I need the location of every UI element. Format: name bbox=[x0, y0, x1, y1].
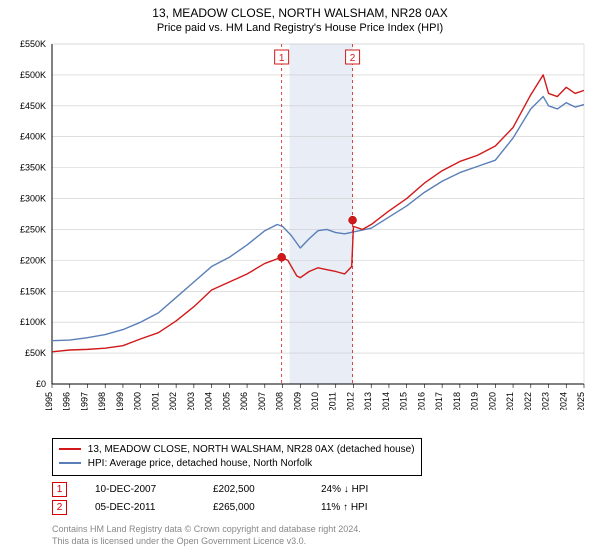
legend-label: HPI: Average price, detached house, Nort… bbox=[88, 458, 312, 469]
footer-line: This data is licensed under the Open Gov… bbox=[52, 536, 361, 548]
svg-text:£300K: £300K bbox=[20, 194, 46, 204]
svg-text:£350K: £350K bbox=[20, 163, 46, 173]
sale-delta: 24% ↓ HPI bbox=[321, 484, 368, 495]
title-address: 13, MEADOW CLOSE, NORTH WALSHAM, NR28 0A… bbox=[0, 6, 600, 20]
sale-marker-icon: 1 bbox=[52, 482, 67, 497]
svg-text:2023: 2023 bbox=[541, 392, 551, 410]
svg-text:1: 1 bbox=[279, 53, 285, 64]
svg-text:2024: 2024 bbox=[558, 392, 568, 410]
sales-table: 1 10-DEC-2007 £202,500 24% ↓ HPI 2 05-DE… bbox=[52, 480, 396, 516]
svg-text:£450K: £450K bbox=[20, 101, 46, 111]
svg-text:2012: 2012 bbox=[345, 392, 355, 410]
legend-swatch-icon bbox=[59, 448, 81, 450]
table-row: 1 10-DEC-2007 £202,500 24% ↓ HPI bbox=[52, 480, 396, 498]
sale-price: £202,500 bbox=[213, 484, 293, 495]
svg-text:£550K: £550K bbox=[20, 40, 46, 49]
legend-swatch-icon bbox=[59, 462, 81, 464]
svg-text:2022: 2022 bbox=[523, 392, 533, 410]
svg-text:2001: 2001 bbox=[150, 392, 160, 410]
svg-text:2017: 2017 bbox=[434, 392, 444, 410]
svg-text:2021: 2021 bbox=[505, 392, 515, 410]
svg-text:2011: 2011 bbox=[328, 392, 338, 410]
svg-text:2002: 2002 bbox=[168, 392, 178, 410]
sale-delta: 11% ↑ HPI bbox=[321, 502, 368, 513]
svg-text:£400K: £400K bbox=[20, 132, 46, 142]
legend-item: 13, MEADOW CLOSE, NORTH WALSHAM, NR28 0A… bbox=[59, 443, 415, 457]
svg-text:1997: 1997 bbox=[79, 392, 89, 410]
legend-label: 13, MEADOW CLOSE, NORTH WALSHAM, NR28 0A… bbox=[88, 444, 415, 455]
svg-text:2008: 2008 bbox=[275, 392, 285, 410]
sale-date: 10-DEC-2007 bbox=[95, 484, 185, 495]
svg-text:2019: 2019 bbox=[470, 392, 480, 410]
svg-text:1998: 1998 bbox=[97, 392, 107, 410]
footer-line: Contains HM Land Registry data © Crown c… bbox=[52, 524, 361, 536]
svg-text:1995: 1995 bbox=[44, 392, 54, 410]
svg-text:2009: 2009 bbox=[292, 392, 302, 410]
svg-text:2010: 2010 bbox=[310, 392, 320, 410]
table-row: 2 05-DEC-2011 £265,000 11% ↑ HPI bbox=[52, 498, 396, 516]
sale-date: 05-DEC-2011 bbox=[95, 502, 185, 513]
svg-text:2015: 2015 bbox=[399, 392, 409, 410]
svg-text:2006: 2006 bbox=[239, 392, 249, 410]
svg-text:£50K: £50K bbox=[25, 348, 46, 358]
svg-text:£0: £0 bbox=[36, 379, 46, 389]
svg-text:2013: 2013 bbox=[363, 392, 373, 410]
svg-text:2014: 2014 bbox=[381, 392, 391, 410]
svg-text:£250K: £250K bbox=[20, 224, 46, 234]
price-chart: £0 £50K £100K £150K £200K £250K £300K £350K £400… bbox=[0, 40, 600, 410]
svg-text:2000: 2000 bbox=[133, 392, 143, 410]
svg-text:£100K: £100K bbox=[20, 317, 46, 327]
svg-text:£150K: £150K bbox=[20, 286, 46, 296]
svg-text:2004: 2004 bbox=[204, 392, 214, 410]
svg-text:2018: 2018 bbox=[452, 392, 462, 410]
svg-text:1999: 1999 bbox=[115, 392, 125, 410]
svg-text:2003: 2003 bbox=[186, 392, 196, 410]
sale-marker-icon: 2 bbox=[52, 500, 67, 515]
footer-attribution: Contains HM Land Registry data © Crown c… bbox=[52, 524, 361, 547]
svg-text:2007: 2007 bbox=[257, 392, 267, 410]
sale-price: £265,000 bbox=[213, 502, 293, 513]
chart-titles: 13, MEADOW CLOSE, NORTH WALSHAM, NR28 0A… bbox=[0, 0, 600, 34]
legend-item: HPI: Average price, detached house, Nort… bbox=[59, 457, 415, 471]
legend-box: 13, MEADOW CLOSE, NORTH WALSHAM, NR28 0A… bbox=[52, 438, 422, 476]
svg-text:£200K: £200K bbox=[20, 255, 46, 265]
svg-text:2: 2 bbox=[350, 53, 356, 64]
svg-text:1996: 1996 bbox=[62, 392, 72, 410]
svg-text:2016: 2016 bbox=[416, 392, 426, 410]
title-subtitle: Price paid vs. HM Land Registry's House … bbox=[0, 22, 600, 34]
svg-text:2020: 2020 bbox=[487, 392, 497, 410]
svg-text:£500K: £500K bbox=[20, 70, 46, 80]
svg-text:2005: 2005 bbox=[221, 392, 231, 410]
svg-text:2025: 2025 bbox=[576, 392, 586, 410]
